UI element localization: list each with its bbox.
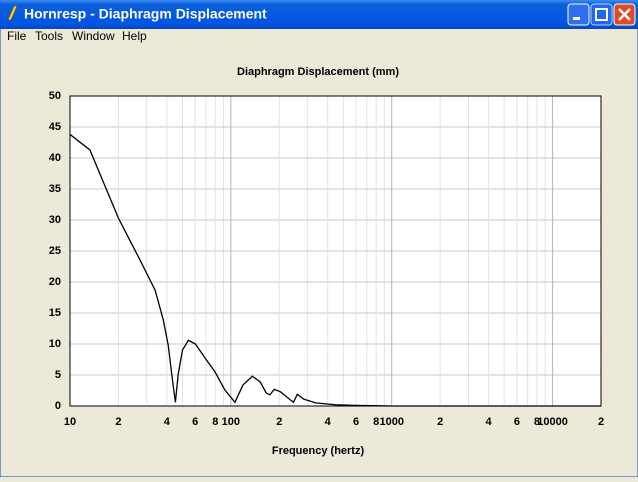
x-axis-label: Frequency (hertz) [272, 445, 365, 457]
title-bar [0, 0, 638, 29]
y-tick-label: 30 [49, 214, 61, 226]
y-tick-label: 15 [49, 307, 61, 319]
y-tick-label: 45 [49, 121, 61, 133]
x-tick-label: 10 [64, 416, 76, 428]
menu-item[interactable]: Window [72, 29, 115, 43]
x-tick-label: 2 [437, 416, 443, 428]
x-tick-label: 2 [276, 416, 282, 428]
minimize-button[interactable] [567, 3, 590, 26]
window-title: Hornresp - Diaphragm Displacement [24, 6, 267, 22]
y-tick-label: 20 [49, 276, 61, 288]
menu-item[interactable]: Help [122, 29, 147, 43]
chart-title: Diaphragm Displacement (mm) [237, 66, 399, 78]
x-tick-label: 8 [212, 416, 218, 428]
x-tick-label: 2 [598, 416, 604, 428]
x-tick-label: 4 [164, 416, 171, 428]
maximize-button[interactable] [590, 3, 613, 26]
maximize-icon [595, 8, 608, 21]
y-tick-label: 5 [55, 369, 61, 381]
x-tick-label: 6 [514, 416, 520, 428]
close-icon [618, 8, 631, 21]
x-tick-label: 6 [192, 416, 198, 428]
y-tick-label: 35 [49, 183, 61, 195]
data-line [69, 133, 601, 407]
minimize-icon [573, 17, 580, 20]
y-tick-label: 50 [49, 90, 61, 102]
x-tick-label: 2 [115, 416, 121, 428]
menu-bar: File Tools Window Help [7, 29, 147, 43]
y-tick-label: 10 [49, 338, 61, 350]
x-tick-label: 100 [222, 416, 240, 428]
x-tick-label: 4 [486, 416, 493, 428]
x-tick-label: 4 [325, 416, 332, 428]
x-tick-label: 8 [534, 416, 540, 428]
y-tick-label: 25 [49, 245, 61, 257]
x-tick-label: 1000 [379, 416, 403, 428]
x-tick-label: 6 [353, 416, 359, 428]
menu-item[interactable]: File [7, 29, 27, 43]
y-tick-label: 40 [49, 152, 61, 164]
menu-item[interactable]: Tools [35, 29, 63, 43]
x-tick-label: 8 [373, 416, 379, 428]
y-tick-label: 0 [55, 400, 61, 412]
x-tick-label: 10000 [537, 416, 568, 428]
plot-frame [69, 95, 602, 407]
app-icon [7, 5, 18, 21]
